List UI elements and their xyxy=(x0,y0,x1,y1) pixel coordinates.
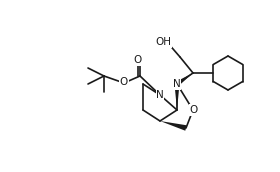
Text: O: O xyxy=(190,105,198,115)
Text: OH: OH xyxy=(155,37,171,47)
Text: O: O xyxy=(134,55,142,65)
Polygon shape xyxy=(160,121,187,131)
Text: O: O xyxy=(120,77,128,87)
Text: N: N xyxy=(173,79,181,89)
Polygon shape xyxy=(174,84,179,110)
Polygon shape xyxy=(176,73,193,86)
Text: N: N xyxy=(156,90,164,100)
